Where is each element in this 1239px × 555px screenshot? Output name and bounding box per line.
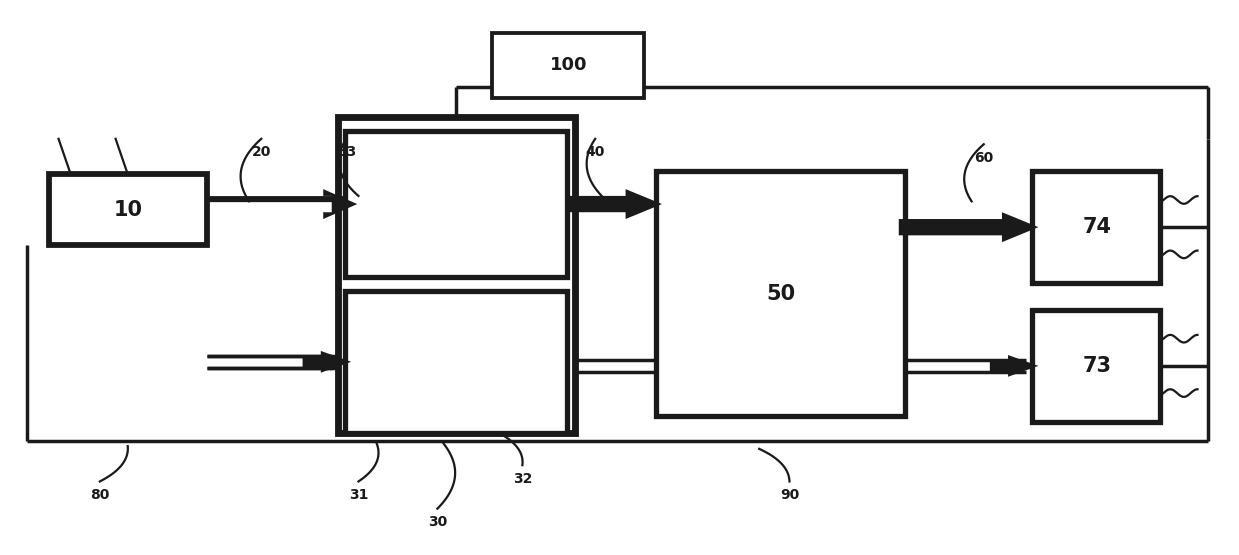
Text: 33: 33 — [337, 145, 356, 159]
Text: 50: 50 — [767, 284, 795, 304]
Bar — [1032, 310, 1160, 422]
Bar — [338, 117, 575, 432]
Bar — [346, 130, 567, 278]
FancyArrow shape — [990, 355, 1038, 377]
Bar — [1032, 171, 1160, 283]
Text: 90: 90 — [779, 488, 799, 502]
Text: 73: 73 — [1082, 356, 1111, 376]
Bar — [346, 291, 567, 432]
Bar — [48, 174, 207, 245]
Text: 40: 40 — [586, 145, 605, 159]
Text: 74: 74 — [1082, 217, 1111, 237]
Text: 32: 32 — [513, 472, 532, 486]
FancyArrow shape — [302, 351, 351, 373]
Text: 80: 80 — [90, 488, 109, 502]
Text: 10: 10 — [113, 199, 142, 220]
Text: 100: 100 — [550, 57, 587, 74]
FancyArrow shape — [569, 189, 662, 219]
Text: 31: 31 — [348, 488, 368, 502]
Text: 20: 20 — [252, 145, 271, 159]
Text: 60: 60 — [974, 151, 994, 165]
Text: 30: 30 — [427, 515, 447, 529]
FancyArrow shape — [898, 212, 1038, 242]
Bar — [492, 33, 644, 98]
FancyArrow shape — [323, 189, 357, 219]
Bar — [655, 171, 904, 416]
